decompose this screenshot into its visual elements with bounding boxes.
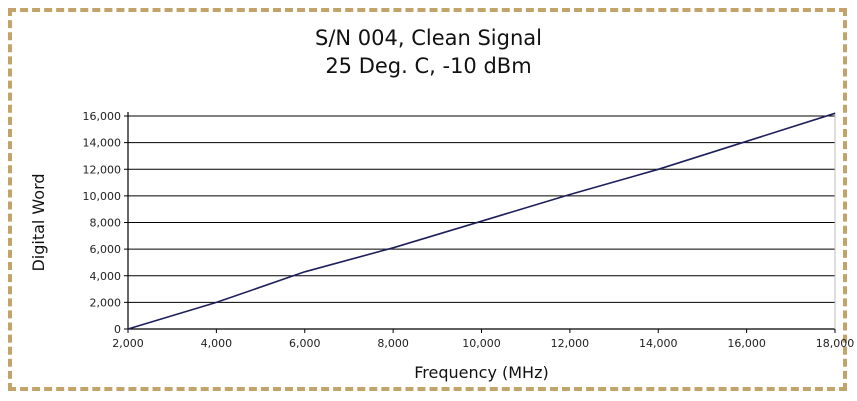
y-tick-label: 0 [114,323,121,336]
y-tick-label: 2,000 [90,296,122,309]
x-axis-label: Frequency (MHz) [414,363,548,382]
chart-title: S/N 004, Clean Signal [314,26,542,50]
axes [124,112,836,333]
x-tick-label: 12,000 [551,337,590,350]
x-tick-label: 8,000 [377,337,409,350]
x-tick-label: 2,000 [112,337,144,350]
x-tick-label: 14,000 [639,337,678,350]
x-tick-label: 18,000 [816,337,855,350]
chart-subtitle: 25 Deg. C, -10 dBm [325,54,532,78]
dashed-frame [8,8,847,391]
x-tick-label: 10,000 [462,337,501,350]
x-tick-label: 16,000 [727,337,766,350]
y-tick-label: 4,000 [90,270,122,283]
series-line-0 [127,112,836,330]
x-tick-labels: 2,000 4,000 6,000 8,000 10,000 12,000 14,000 16… [112,337,854,350]
y-tick-label: 16,000 [83,110,122,123]
y-tick-label: 8,000 [90,217,122,230]
y-tick-label: 6,000 [90,243,122,256]
series-group [127,112,836,330]
grid-lines [128,115,835,303]
chart-title-block: S/N 004, Clean Signal 25 Deg. C, -10 dBm [0,24,857,80]
y-tick-label: 10,000 [83,190,122,203]
y-tick-label: 12,000 [83,163,122,176]
y-tick-label: 14,000 [83,137,122,150]
y-axis-label: Digital Word [29,173,48,271]
y-tick-labels: 0 2,000 4,000 6,000 8,000 10,000 12,000 14,000 1… [83,110,122,336]
x-tick-label: 6,000 [289,337,321,350]
x-tick-label: 4,000 [201,337,233,350]
